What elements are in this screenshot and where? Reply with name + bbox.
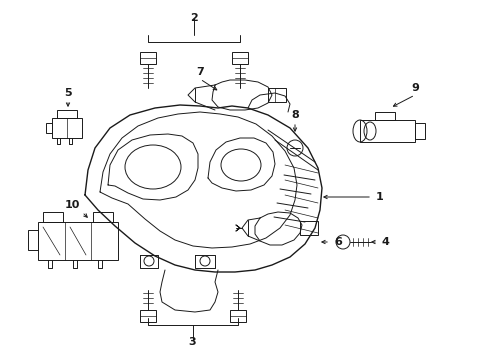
Text: 9: 9 [410,83,418,93]
Bar [38,222,118,260]
Text: 8: 8 [290,110,298,120]
Bar [43,212,63,222]
Text: 10: 10 [64,200,80,210]
Text: 5: 5 [64,88,72,98]
Bar [231,52,247,64]
Text: 4: 4 [380,237,388,247]
Text: 7: 7 [196,67,203,77]
Bar [57,110,77,118]
Bar [28,230,38,250]
Bar [267,88,285,102]
Text: 6: 6 [333,237,341,247]
Bar [140,52,156,64]
Text: 2: 2 [190,13,198,23]
Text: 1: 1 [375,192,383,202]
Bar [229,310,245,322]
Text: 3: 3 [188,337,195,347]
Bar [52,118,82,138]
Bar [414,123,424,139]
Bar [299,221,317,235]
Bar [93,212,113,222]
Bar [140,310,156,322]
Bar [359,120,414,142]
Bar [374,112,394,120]
Bar [46,123,52,133]
